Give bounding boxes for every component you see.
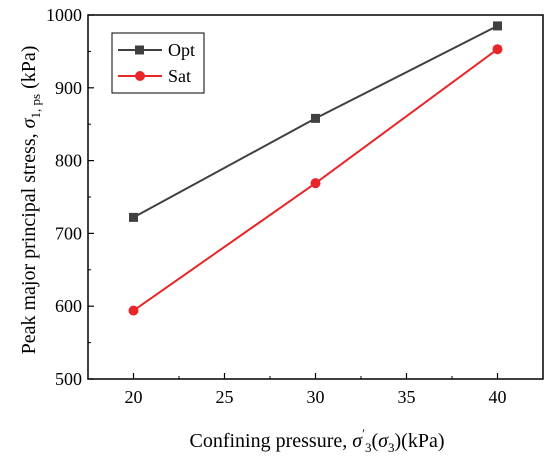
y-tick-label: 1000 xyxy=(46,5,82,25)
y-tick-label: 600 xyxy=(55,296,82,316)
y-tick-label: 500 xyxy=(55,369,82,389)
y-tick-label: 800 xyxy=(55,151,82,171)
x-tick-label: 30 xyxy=(307,387,325,407)
data-point-opt xyxy=(129,213,138,222)
y-axis-title: Peak major principal stress, σ1, ps (kPa… xyxy=(18,46,43,355)
legend-marker-opt xyxy=(135,46,144,55)
data-point-opt xyxy=(311,114,320,123)
data-point-sat xyxy=(493,44,503,54)
x-axis-title: Confining pressure, σ′3(σ3)(kPa) xyxy=(189,426,444,455)
x-tick-label: 40 xyxy=(489,387,507,407)
x-tick-label: 25 xyxy=(216,387,234,407)
legend: Opt Sat xyxy=(112,33,204,93)
legend-label-sat: Sat xyxy=(168,66,191,86)
x-tick-label: 20 xyxy=(125,387,143,407)
legend-marker-sat xyxy=(135,71,145,81)
y-tick-label: 900 xyxy=(55,78,82,98)
data-point-sat xyxy=(311,178,321,188)
legend-label-opt: Opt xyxy=(168,40,195,60)
x-tick-label: 35 xyxy=(398,387,416,407)
y-tick-label: 700 xyxy=(55,223,82,243)
data-point-sat xyxy=(129,306,139,316)
data-point-opt xyxy=(493,21,502,30)
